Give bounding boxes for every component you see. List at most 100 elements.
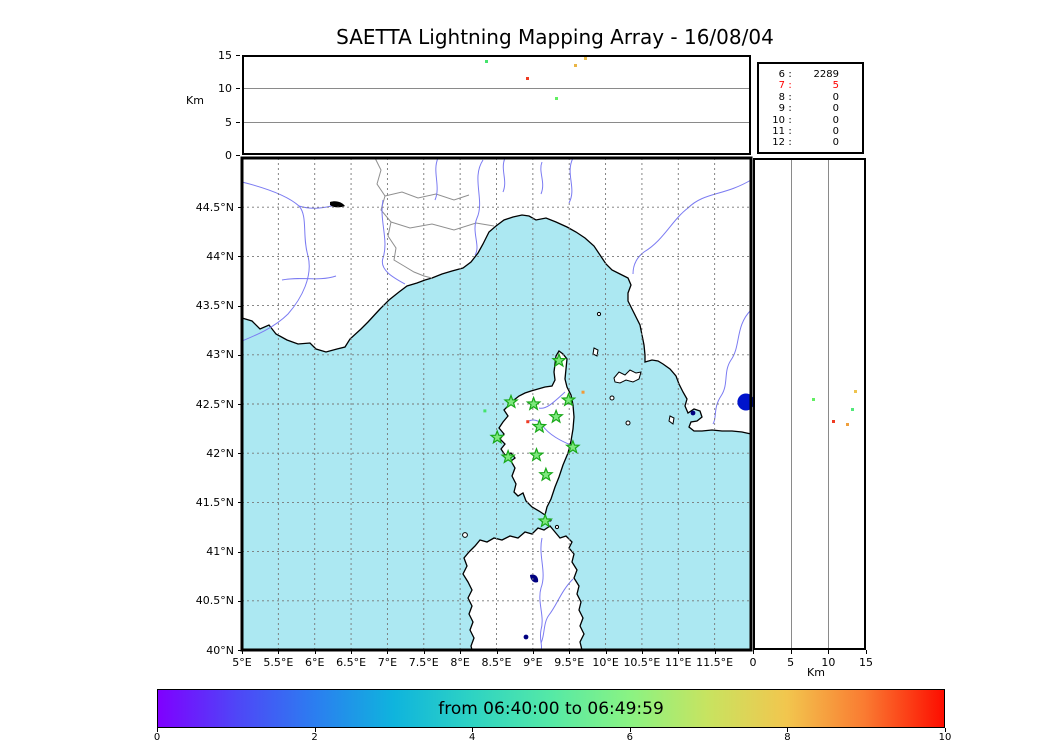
alt-lon-ylabel: Km [186, 94, 204, 107]
lakes [330, 201, 696, 640]
tick-mark [314, 728, 316, 732]
count-value: 0 [832, 114, 839, 126]
tick-mark [460, 650, 462, 654]
tick-mark [641, 650, 643, 654]
lon-tick-label: 9°E [523, 656, 543, 669]
km-tick-label: 15 [859, 656, 873, 669]
count-row: 8: 0 [761, 92, 862, 103]
island-sardinia [462, 525, 585, 651]
station-star [525, 395, 542, 411]
tick-mark [238, 207, 242, 209]
lake-sardinia-2 [523, 634, 529, 640]
tick-mark [314, 650, 316, 654]
alt-lon-panel [242, 55, 751, 155]
alt-lat-panel [753, 158, 866, 650]
tick-mark [569, 650, 571, 654]
lon-tick-label: 5.5°E [263, 656, 294, 669]
count-value: 0 [832, 103, 839, 115]
tick-mark [787, 728, 789, 732]
lat-tick-label: 41°N [206, 545, 234, 559]
alt-gridline [828, 160, 830, 648]
station-star [503, 393, 519, 409]
source-point [850, 408, 854, 412]
colorbar: from 06:40:00 to 06:49:59 [157, 689, 945, 728]
coastline-continent [241, 214, 752, 435]
colorbar-tick-label: 0 [153, 732, 161, 743]
tick-mark [238, 354, 242, 356]
lake-alpine [330, 201, 345, 208]
lon-tick-label: 10.5°E [623, 656, 661, 669]
tick-mark [238, 404, 242, 405]
station-star [551, 352, 567, 368]
tick-mark [945, 728, 946, 732]
tick-mark [678, 650, 680, 654]
count-separator: : [788, 125, 792, 137]
tick-mark [238, 650, 242, 651]
count-separator: : [788, 103, 792, 115]
tick-mark [236, 121, 240, 123]
alt-gridline [244, 88, 749, 90]
tick-mark [605, 650, 607, 654]
map-gridlines [242, 158, 751, 650]
count-altitude: 7 [778, 80, 785, 92]
count-altitude: 9 [778, 103, 785, 115]
lat-tick-label: 43.5°N [195, 299, 234, 313]
station-markers [489, 352, 581, 528]
source-point [846, 423, 850, 427]
count-row: 6: 2289 [761, 69, 862, 80]
lon-tick-label: 11°E [665, 656, 692, 669]
source-point [811, 397, 815, 401]
lon-tick-label: 11.5°E [696, 656, 734, 669]
count-separator: : [788, 114, 792, 126]
count-separator: : [788, 80, 792, 92]
tick-mark [790, 650, 792, 654]
tick-mark [496, 650, 498, 654]
tick-mark [472, 728, 474, 732]
lagoon-argentario [690, 410, 696, 416]
count-altitude: 11 [772, 125, 785, 137]
lon-tick-label: 7°E [377, 656, 398, 669]
colorbar-tick-label: 2 [311, 732, 318, 743]
colorbar-label: from 06:40:00 to 06:49:59 [438, 698, 664, 719]
colorbar-tick-label: 8 [784, 732, 791, 743]
tick-mark [387, 650, 389, 654]
alt-gridline [790, 160, 792, 648]
tick-mark [238, 551, 242, 553]
lat-tick-label: 41.5°N [195, 495, 234, 509]
count-value: 0 [832, 91, 839, 103]
source-point [581, 390, 585, 394]
source-point [574, 63, 578, 67]
rivers [241, 157, 752, 651]
source-point [583, 56, 587, 60]
count-altitude: 12 [772, 137, 785, 149]
source-point [853, 389, 857, 393]
station-star [528, 446, 545, 462]
count-value: 0 [832, 137, 839, 149]
tick-mark [238, 256, 242, 258]
island-capraia [592, 347, 599, 357]
count-value: 5 [832, 80, 839, 92]
islands [462, 311, 675, 651]
count-row: 12: 0 [761, 137, 862, 148]
tick-mark [753, 650, 754, 654]
lon-tick-label: 7.5°E [408, 656, 439, 669]
lat-tick-label: 43°N [206, 348, 234, 362]
lat-tick-label: 40°N [206, 643, 234, 657]
count-value: 2289 [813, 69, 839, 80]
station-star [489, 429, 506, 445]
lat-tick-label: 40.5°N [195, 594, 234, 608]
count-row: 11: 0 [761, 126, 862, 137]
source-point [526, 420, 530, 424]
map-panel [240, 156, 755, 652]
lat-tick-label: 42.5°N [195, 397, 234, 411]
count-altitude: 8 [778, 91, 785, 103]
tick-mark [866, 650, 867, 654]
lon-tick-label: 9.5°E [554, 656, 585, 669]
island-asinara [462, 532, 468, 538]
lon-tick-label: 5°E [232, 656, 252, 669]
tick-mark [351, 650, 353, 654]
tick-mark [157, 728, 158, 732]
lon-tick-label: 8.5°E [481, 656, 512, 669]
count-altitude: 6 [778, 69, 785, 80]
